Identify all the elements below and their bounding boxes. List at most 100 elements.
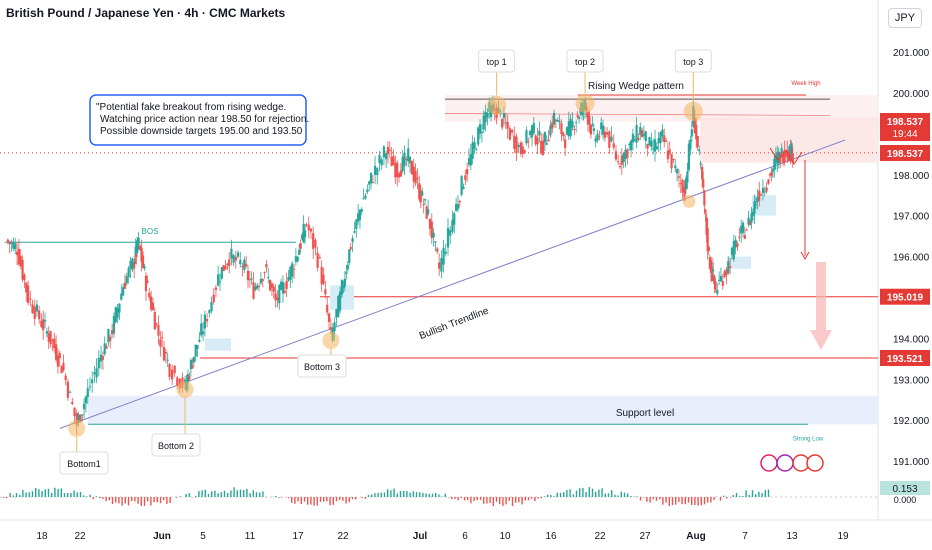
candle-body bbox=[378, 154, 381, 164]
indicator-bar bbox=[3, 497, 5, 499]
indicator-bar bbox=[508, 497, 510, 501]
indicator-bar bbox=[742, 495, 744, 497]
indicator-bar bbox=[86, 496, 88, 497]
candle-body bbox=[287, 276, 290, 281]
candle-body bbox=[159, 339, 162, 347]
candle-body bbox=[29, 298, 32, 300]
indicator-bar bbox=[140, 497, 142, 506]
candle-body bbox=[214, 287, 218, 290]
candle-body bbox=[280, 281, 283, 290]
candle-body bbox=[716, 289, 719, 294]
indicator-bar bbox=[463, 497, 466, 501]
candle-body bbox=[771, 169, 774, 172]
indicator-bar bbox=[127, 497, 130, 506]
currency-label[interactable]: JPY bbox=[888, 8, 922, 28]
candle-body bbox=[254, 286, 257, 290]
candle-body bbox=[641, 130, 644, 138]
indicator-bar bbox=[515, 497, 517, 503]
candle-body bbox=[791, 153, 794, 163]
candle-body bbox=[333, 322, 336, 332]
candle-body bbox=[257, 285, 261, 287]
candle-body bbox=[91, 379, 94, 384]
candle-body bbox=[554, 119, 558, 122]
candle-body bbox=[401, 156, 404, 172]
candle-body bbox=[696, 135, 699, 147]
time-tick: 19 bbox=[837, 531, 849, 542]
indicator-bar bbox=[470, 497, 472, 504]
candle-body bbox=[478, 124, 482, 134]
indicator-bar bbox=[428, 493, 430, 497]
indicator-bar bbox=[249, 493, 251, 497]
candle-body bbox=[131, 258, 134, 270]
candle-body bbox=[346, 264, 349, 270]
candle-body bbox=[212, 294, 215, 303]
candle-body bbox=[198, 339, 201, 342]
indicator-bar bbox=[287, 497, 290, 499]
candle-body bbox=[95, 368, 98, 378]
candle-body bbox=[456, 203, 460, 210]
indicator-bar bbox=[425, 493, 427, 497]
top-label-box bbox=[674, 49, 712, 73]
bottom-label-1: Bottom1 bbox=[67, 459, 101, 469]
candle-body bbox=[748, 221, 752, 226]
indicator-bar bbox=[406, 491, 408, 497]
candle-body bbox=[292, 268, 296, 270]
candle-body bbox=[603, 131, 607, 138]
candle-body bbox=[318, 257, 321, 259]
candle-body bbox=[416, 177, 419, 180]
indicator-bar bbox=[99, 497, 101, 499]
time-tick: 5 bbox=[200, 531, 206, 542]
candle-body bbox=[464, 175, 467, 180]
indicator-bar bbox=[92, 497, 94, 500]
candle-body bbox=[241, 265, 244, 268]
candle-body bbox=[534, 135, 537, 145]
event-icon-3[interactable] bbox=[806, 454, 824, 472]
candle-body bbox=[358, 209, 362, 220]
indicator-bar bbox=[201, 490, 203, 497]
indicator-bar bbox=[329, 497, 331, 506]
indicator-bar bbox=[451, 497, 453, 499]
candle-body bbox=[633, 139, 636, 142]
event-icon-1[interactable] bbox=[776, 454, 794, 472]
candle-body bbox=[785, 152, 788, 156]
indicator-bar bbox=[31, 491, 34, 497]
candle-body bbox=[567, 121, 570, 137]
indicator-bar bbox=[412, 491, 414, 497]
candle-body bbox=[467, 158, 471, 165]
candle-body bbox=[729, 266, 732, 268]
candle-body bbox=[631, 133, 635, 143]
candle-body bbox=[267, 277, 270, 279]
indicator-bar bbox=[163, 497, 165, 501]
candle-body bbox=[248, 279, 251, 281]
candle-body bbox=[12, 242, 15, 249]
event-icon-0[interactable] bbox=[760, 454, 778, 472]
candle-body bbox=[285, 281, 288, 289]
candle-body bbox=[471, 142, 474, 159]
candle-body bbox=[741, 222, 745, 233]
time-tick: 16 bbox=[545, 531, 557, 542]
indicator-bar bbox=[294, 497, 296, 504]
indicator-bar bbox=[678, 497, 680, 502]
candle-body bbox=[164, 351, 167, 354]
price-tick: 197.000 bbox=[893, 212, 930, 223]
candle-body bbox=[316, 252, 319, 268]
indicator-bar bbox=[655, 497, 658, 501]
candle-body bbox=[206, 319, 209, 322]
candle-body bbox=[589, 125, 593, 135]
candle-body bbox=[294, 256, 297, 262]
candle-body bbox=[430, 221, 433, 239]
indicator-bar bbox=[134, 497, 136, 502]
candle-body bbox=[188, 376, 191, 380]
projection-path bbox=[769, 147, 803, 165]
indicator-bar bbox=[726, 497, 728, 499]
indicator-bar bbox=[166, 497, 168, 504]
candle-body bbox=[758, 190, 761, 201]
candle-body bbox=[43, 320, 47, 322]
candle-body bbox=[21, 259, 24, 280]
candle-body bbox=[565, 127, 569, 135]
candle-body bbox=[412, 166, 415, 182]
indicator-bar bbox=[300, 497, 302, 505]
candle-body bbox=[410, 161, 414, 175]
candle-body bbox=[79, 414, 82, 423]
